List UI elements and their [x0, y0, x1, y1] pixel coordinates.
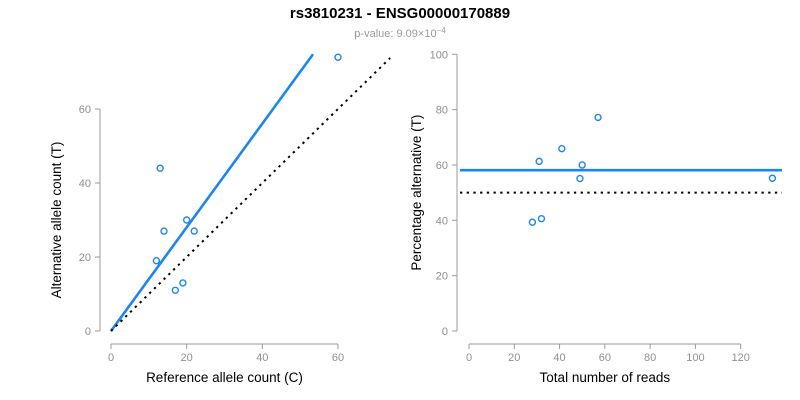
- data-point: [179, 279, 187, 287]
- x-tick-label: 60: [332, 352, 344, 364]
- identity-line: [110, 57, 391, 332]
- data-point: [537, 214, 546, 223]
- y-tick-label: 80: [436, 105, 448, 117]
- x-tick-label: 60: [599, 352, 611, 364]
- x-tick-label: 100: [686, 352, 704, 364]
- data-point: [156, 164, 164, 172]
- x-axis-title: Reference allele count (C): [146, 370, 303, 385]
- data-point: [334, 53, 342, 61]
- data-point: [768, 174, 777, 182]
- fit-line: [109, 53, 315, 332]
- data-point: [190, 227, 198, 235]
- x-tick-label: 40: [553, 352, 565, 364]
- data-point: [160, 227, 168, 235]
- y-tick-label: 40: [436, 215, 448, 227]
- y-tick-label: 20: [436, 271, 448, 283]
- x-tick-label: 0: [466, 352, 472, 364]
- y-tick-label: 60: [436, 160, 448, 172]
- x-tick-label: 40: [256, 352, 268, 364]
- y-tick-label: 60: [79, 104, 91, 116]
- x-axis-title: Total number of reads: [540, 370, 671, 385]
- trend-lines-group: [109, 53, 391, 332]
- y-tick-label: 0: [85, 326, 91, 338]
- data-point: [528, 218, 537, 226]
- x-tick-label: 0: [108, 352, 114, 364]
- data-point: [182, 216, 191, 224]
- data-point: [578, 161, 586, 169]
- data-point: [576, 174, 584, 183]
- y-tick-label: 20: [79, 252, 91, 264]
- y-axis-title: Percentage alternative (T): [409, 115, 424, 271]
- data-point: [171, 286, 180, 294]
- x-tick-label: 20: [181, 352, 193, 364]
- panel-ref-vs-alt-counts: 0 20 40 60 0 20 40 60 Reference allele count (C)…: [49, 53, 391, 385]
- x-tick-label: 80: [644, 352, 656, 364]
- data-point: [558, 144, 566, 153]
- y-tick-label: 40: [79, 178, 91, 190]
- data-point: [535, 157, 543, 166]
- data-point: [152, 257, 161, 265]
- x-tick-label: 120: [732, 352, 750, 364]
- trend-lines-group: [460, 168, 782, 194]
- y-tick-label: 100: [430, 49, 448, 61]
- y-axis-title: Alternative allele count (T): [49, 142, 64, 299]
- y-tick-label: 0: [442, 326, 448, 338]
- data-point: [594, 113, 602, 122]
- x-tick-label: 20: [508, 352, 520, 364]
- panel-reads-vs-percentage: 0 20 40 60 80 100 0 20 40 60 80 100 120 Total number …: [409, 49, 782, 385]
